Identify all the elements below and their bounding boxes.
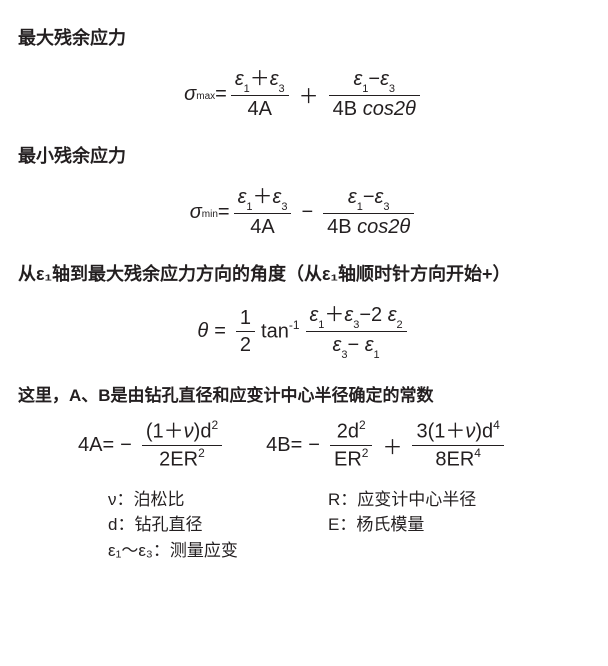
heading-angle: 从ε₁轴到最大残余应力方向的角度（从ε₁轴顺时针方向开始+） [18, 260, 590, 286]
eq-4a-4b: 4A= − (1＋ν)d2 2ER2 4B= − 2d2 ER2 ＋ 3(1＋ν… [78, 420, 590, 470]
plus: ＋ [299, 80, 319, 109]
eq: = [215, 83, 227, 106]
sigma: σ [184, 83, 196, 106]
def-eps: ε₁～ε₃：测量应变 [108, 538, 328, 564]
eq-sigma-min: σmin = ε1＋ε3 4A − ε1−ε3 4B cos2θ [18, 186, 590, 238]
frac-2: ε1−ε3 4B cos2θ [329, 68, 420, 120]
heading-max-stress: 最大残余应力 [18, 24, 590, 50]
heading-min-stress: 最小残余应力 [18, 142, 590, 168]
definitions: ν：泊松比 R：应变计中心半径 d：钻孔直径 E：杨氏模量 ε₁～ε₃：测量应变 [108, 487, 590, 564]
eq-theta: θ = 1 2 tan-1 ε1＋ε3−2 ε2 ε3− ε1 [18, 304, 590, 359]
page: 最大残余应力 σmax = ε1＋ε3 4A ＋ ε1−ε3 4B cos2θ … [0, 0, 608, 583]
def-R: R：应变计中心半径 [328, 487, 548, 513]
frac-1: ε1＋ε3 4A [231, 68, 289, 120]
def-nu: ν：泊松比 [108, 487, 328, 513]
eq-sigma-max: σmax = ε1＋ε3 4A ＋ ε1−ε3 4B cos2θ [18, 68, 590, 120]
note-ab: 这里，A、B是由钻孔直径和应变计中心半径确定的常数 [18, 381, 590, 406]
def-E: E：杨氏模量 [328, 512, 548, 538]
sub-min: min [202, 209, 218, 220]
def-d: d：钻孔直径 [108, 512, 328, 538]
sub-max: max [196, 91, 215, 102]
